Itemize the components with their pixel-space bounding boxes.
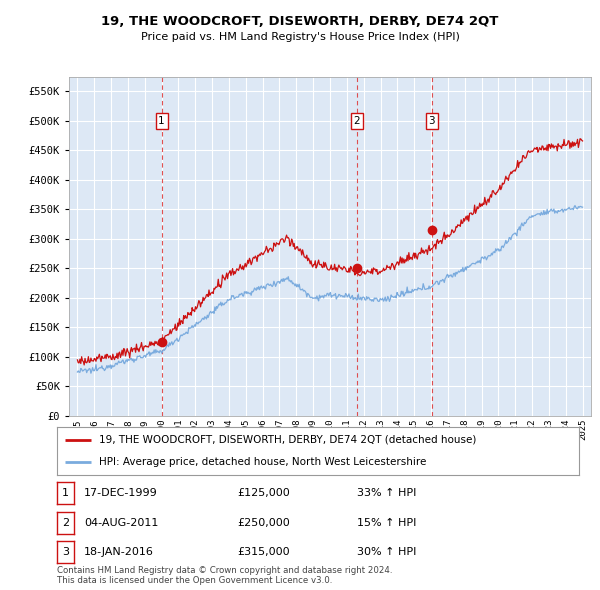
Text: 3: 3 xyxy=(62,548,69,557)
Text: 18-JAN-2016: 18-JAN-2016 xyxy=(84,548,154,557)
Text: 19, THE WOODCROFT, DISEWORTH, DERBY, DE74 2QT: 19, THE WOODCROFT, DISEWORTH, DERBY, DE7… xyxy=(101,15,499,28)
Text: 1: 1 xyxy=(62,489,69,498)
Text: 1: 1 xyxy=(158,116,165,126)
Text: £315,000: £315,000 xyxy=(237,548,290,557)
Text: 17-DEC-1999: 17-DEC-1999 xyxy=(84,489,158,498)
Text: £250,000: £250,000 xyxy=(237,518,290,527)
Text: 33% ↑ HPI: 33% ↑ HPI xyxy=(357,489,416,498)
Text: 15% ↑ HPI: 15% ↑ HPI xyxy=(357,518,416,527)
Text: 2: 2 xyxy=(353,116,360,126)
Text: £125,000: £125,000 xyxy=(237,489,290,498)
Text: Contains HM Land Registry data © Crown copyright and database right 2024.
This d: Contains HM Land Registry data © Crown c… xyxy=(57,566,392,585)
Text: 04-AUG-2011: 04-AUG-2011 xyxy=(84,518,158,527)
Text: 19, THE WOODCROFT, DISEWORTH, DERBY, DE74 2QT (detached house): 19, THE WOODCROFT, DISEWORTH, DERBY, DE7… xyxy=(99,435,476,445)
Text: 30% ↑ HPI: 30% ↑ HPI xyxy=(357,548,416,557)
Text: Price paid vs. HM Land Registry's House Price Index (HPI): Price paid vs. HM Land Registry's House … xyxy=(140,32,460,42)
Text: 2: 2 xyxy=(62,518,69,527)
Text: HPI: Average price, detached house, North West Leicestershire: HPI: Average price, detached house, Nort… xyxy=(99,457,426,467)
Text: 3: 3 xyxy=(428,116,435,126)
